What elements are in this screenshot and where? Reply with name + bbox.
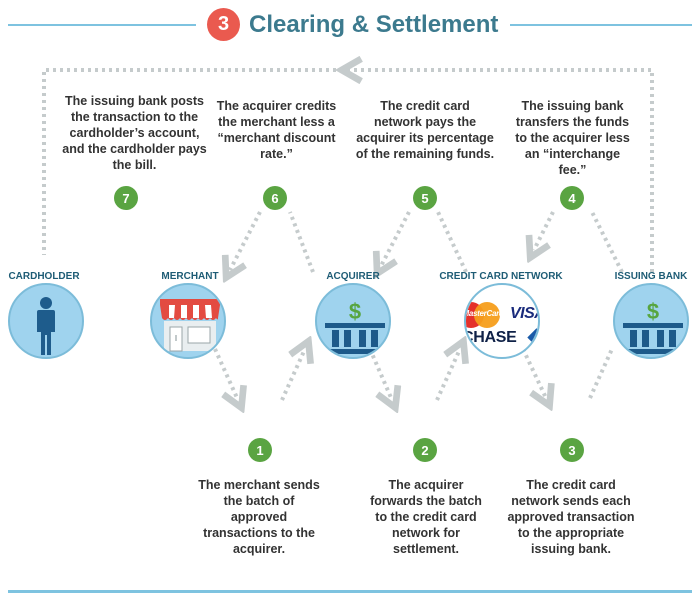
entity-label-merchant: MERCHANT [161,271,219,282]
acquirer-node: $ [315,283,391,359]
person-icon [37,297,55,355]
flow-step1-path [213,348,238,400]
entity-label-issuing-bank: ISSUING BANK [614,271,688,282]
step1-description: The merchant sends the batch of approved… [198,478,320,556]
step6-badge: 6 [263,186,287,210]
step4-badge: 4 [560,186,584,210]
flow-step3-path [521,348,546,398]
flow-step6-path [288,211,315,273]
footer-line [8,590,692,593]
section-title: Clearing & Settlement [249,11,499,38]
section-number-badge: 3 [207,8,240,41]
step5-badge: 5 [413,186,437,210]
entity-label-cardholder: CARDHOLDER [8,271,80,282]
mastercard-logo-icon [466,302,508,328]
flow-step2-path [368,348,392,400]
step2-description: The acquirer forwards the batch to the c… [370,478,482,556]
svg-text:$: $ [647,299,659,324]
step7-description: The issuing bank posts the transaction t… [62,94,207,172]
svg-text:$: $ [349,299,361,324]
step5-description: The credit card network pays the acquire… [355,99,495,161]
chase-logo-text: CHASE [464,329,517,346]
step6-description: The acquirer credits the merchant less a… [216,99,337,161]
issuing-bank-node: $ [613,283,689,359]
header-line-left [8,24,196,26]
credit-card-network-node: MasterCard VISA CHASE [464,283,540,359]
step1-badge: 1 [248,438,272,462]
cardholder-node [8,283,84,359]
merchant-node [150,283,226,359]
bank-icon: $ [323,299,387,354]
entity-label-acquirer: ACQUIRER [326,271,380,282]
step3-description: The credit card network sends each appro… [507,478,635,556]
step4-description: The issuing bank transfers the funds to … [515,99,630,177]
visa-logo-text: VISA [510,305,538,322]
entity-label-credit-card-network: CREDIT CARD NETWORK [439,271,563,282]
step7-badge: 7 [114,186,138,210]
storefront-icon [160,299,220,352]
step3-badge: 3 [560,438,584,462]
step2-badge: 2 [413,438,437,462]
mastercard-logo-text: MasterCard [464,309,504,318]
flow-step4-path [590,211,624,273]
header-line-right [510,24,692,26]
bank-icon: $ [621,299,685,354]
flow-step5-path [436,211,468,273]
